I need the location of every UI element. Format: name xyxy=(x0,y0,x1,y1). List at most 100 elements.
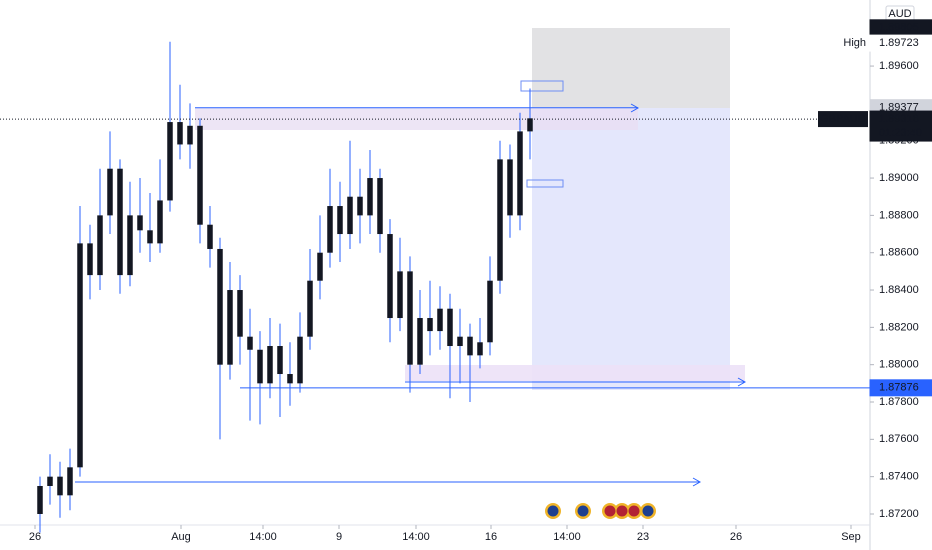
candle-body xyxy=(37,485,43,514)
symbol: GBPAUD xyxy=(820,113,866,125)
candle-body xyxy=(297,336,303,384)
symbol-tag xyxy=(818,111,868,128)
price-tag-label: 1.89723 xyxy=(879,37,919,49)
candle-body xyxy=(357,196,363,216)
price-tag-text: High xyxy=(843,37,866,49)
x-tick-label: 14:00 xyxy=(249,531,277,543)
event-flag xyxy=(604,505,616,517)
event-flag xyxy=(547,505,559,517)
y-tick-label: 1.88600 xyxy=(879,247,919,259)
candle-body xyxy=(417,318,423,365)
y-tick-label: 1.89000 xyxy=(879,172,919,184)
candle-body xyxy=(387,234,393,319)
arrow-head xyxy=(737,377,747,387)
candle-body xyxy=(317,252,323,281)
candle-body xyxy=(97,215,103,276)
candle-body xyxy=(247,336,253,350)
candle-body xyxy=(367,178,373,216)
candle-body xyxy=(257,349,263,384)
candle-body xyxy=(87,243,93,276)
candle-body xyxy=(117,168,123,276)
candle-body xyxy=(397,271,403,319)
candle-body xyxy=(237,290,243,337)
event-flag xyxy=(628,505,640,517)
currency: AUD xyxy=(888,8,911,20)
stop-zone xyxy=(532,28,730,108)
price-tag xyxy=(869,34,932,52)
candle-body xyxy=(67,467,73,496)
candle-body xyxy=(407,271,413,365)
marker-box xyxy=(526,179,564,188)
marker-box xyxy=(520,80,564,92)
candle-body xyxy=(307,280,313,337)
candle-body xyxy=(217,248,223,365)
candle-body xyxy=(277,346,283,375)
candle-body xyxy=(447,308,453,347)
candle-body xyxy=(507,159,513,216)
x-tick-label: 14:00 xyxy=(402,531,430,543)
candle-body xyxy=(197,125,203,225)
candle-body xyxy=(207,224,213,249)
y-tick-label: 1.88800 xyxy=(879,209,919,221)
x-tick-label: 26 xyxy=(730,531,742,543)
candle-body xyxy=(487,280,493,343)
candle-body xyxy=(347,196,353,235)
candle-body xyxy=(137,215,143,231)
event-icons xyxy=(545,503,656,519)
price-tag xyxy=(869,110,932,142)
event-flag xyxy=(616,505,628,517)
candle-body xyxy=(477,342,483,356)
candle-body xyxy=(107,168,113,216)
candle-body xyxy=(527,118,533,132)
candle-body xyxy=(167,122,173,201)
countdown: 01:23:40 xyxy=(879,127,922,139)
candle-body xyxy=(177,122,183,145)
candle-body xyxy=(287,374,293,384)
y-tick-label: 1.89600 xyxy=(879,60,919,72)
y-tick-label: 1.88400 xyxy=(879,284,919,296)
x-tick-label: 9 xyxy=(336,531,342,543)
candle-body xyxy=(47,476,53,486)
y-tick-label: 1.88200 xyxy=(879,321,919,333)
target-zone xyxy=(532,108,730,390)
candle-body xyxy=(267,346,273,384)
event-flag xyxy=(577,505,589,517)
demand-zone xyxy=(405,365,745,381)
x-tick-label: 26 xyxy=(29,531,41,543)
x-tick-label: 16 xyxy=(485,531,497,543)
arrow-head xyxy=(692,477,702,487)
y-tick-label: 1.87800 xyxy=(879,396,919,408)
x-tick-label: Aug xyxy=(171,531,191,543)
candle-body xyxy=(497,159,503,281)
price-tag xyxy=(869,379,932,397)
candle-body xyxy=(57,476,63,496)
y-tick-label: 1.87200 xyxy=(879,508,919,520)
price-tag-label: 1.89316 xyxy=(879,113,919,125)
event-flag xyxy=(642,505,654,517)
candle-body xyxy=(127,215,133,276)
candle-body xyxy=(227,290,233,365)
candle-body xyxy=(377,178,383,235)
candle-body xyxy=(457,336,463,347)
candle-body xyxy=(467,336,473,356)
x-tick-label: 23 xyxy=(637,531,649,543)
x-tick-label: 14:00 xyxy=(553,531,581,543)
candle-body xyxy=(187,125,193,145)
y-tick-label: 1.87600 xyxy=(879,433,919,445)
candle-body xyxy=(427,318,433,332)
candle-body xyxy=(77,243,83,468)
price-tag-label: 1.89805 xyxy=(879,22,919,34)
candle-body xyxy=(337,206,343,235)
x-tick-label: Sep xyxy=(841,531,861,543)
y-tick-label: 1.88000 xyxy=(879,359,919,371)
price-tag-label: 1.87876 xyxy=(879,382,919,394)
candle-body xyxy=(147,230,153,244)
candle-body xyxy=(327,206,333,253)
candle-body xyxy=(437,308,443,332)
y-tick-label: 1.87400 xyxy=(879,471,919,483)
candle-body xyxy=(517,131,523,216)
candle-body xyxy=(157,200,163,244)
